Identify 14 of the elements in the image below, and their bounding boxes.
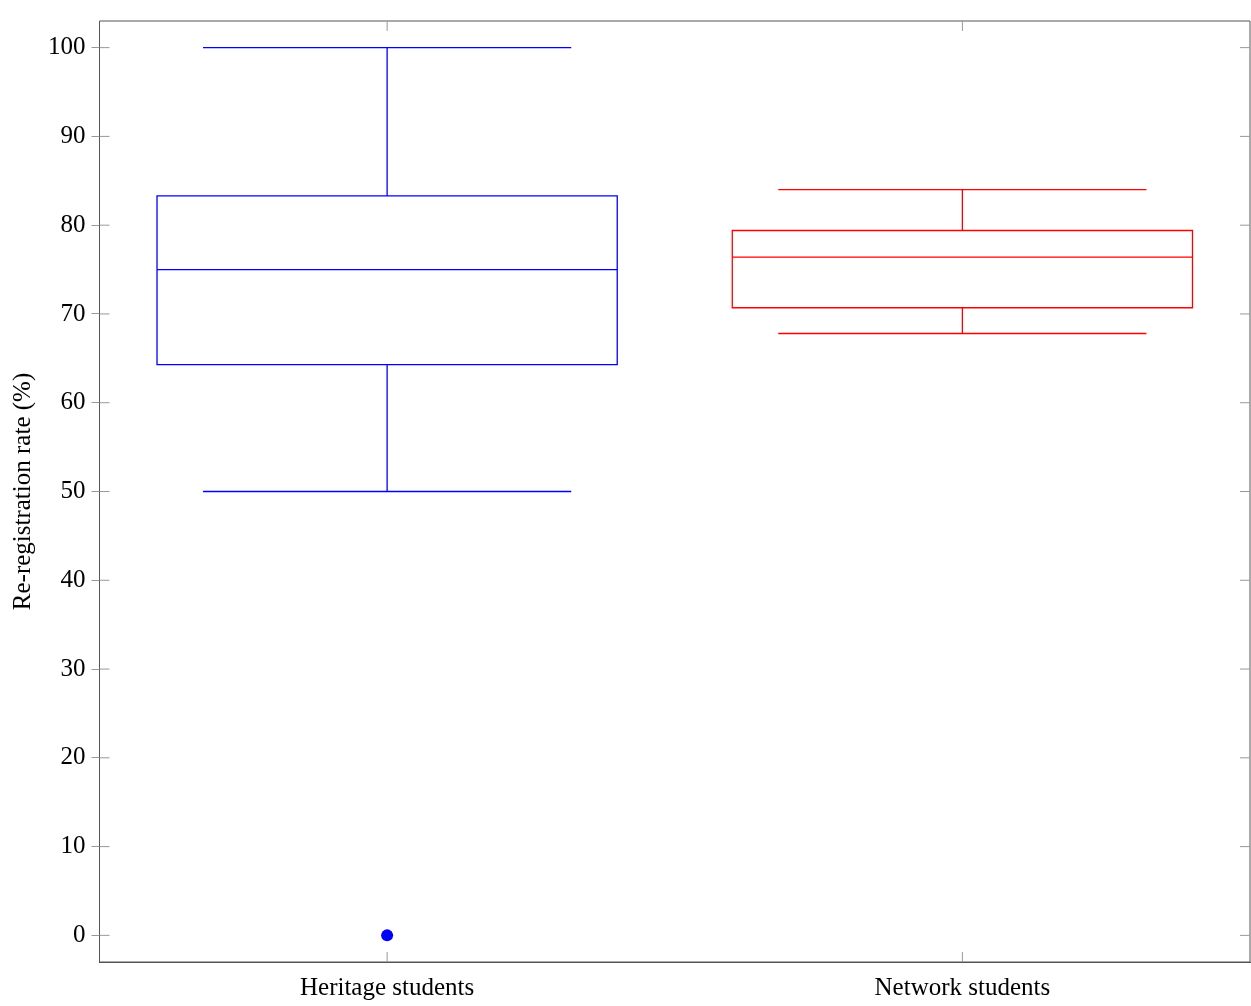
y-tick-label: 100 bbox=[48, 32, 86, 60]
y-tick-label: 50 bbox=[60, 476, 86, 504]
y-tick-label: 30 bbox=[60, 653, 86, 681]
y-tick-label: 0 bbox=[73, 919, 86, 947]
y-tick-label: 40 bbox=[60, 564, 86, 592]
x-tick-label: Heritage students bbox=[299, 972, 475, 1000]
y-axis-title: Re-registration rate (%) bbox=[7, 372, 36, 611]
y-tick-label: 20 bbox=[60, 742, 86, 770]
y-tick-label: 90 bbox=[60, 120, 86, 148]
y-tick-label: 10 bbox=[60, 831, 86, 859]
y-tick-label: 80 bbox=[60, 209, 86, 237]
y-tick-label: 60 bbox=[60, 387, 86, 415]
y-tick-label: 70 bbox=[60, 298, 86, 326]
x-tick-label: Network students bbox=[874, 972, 1051, 1000]
